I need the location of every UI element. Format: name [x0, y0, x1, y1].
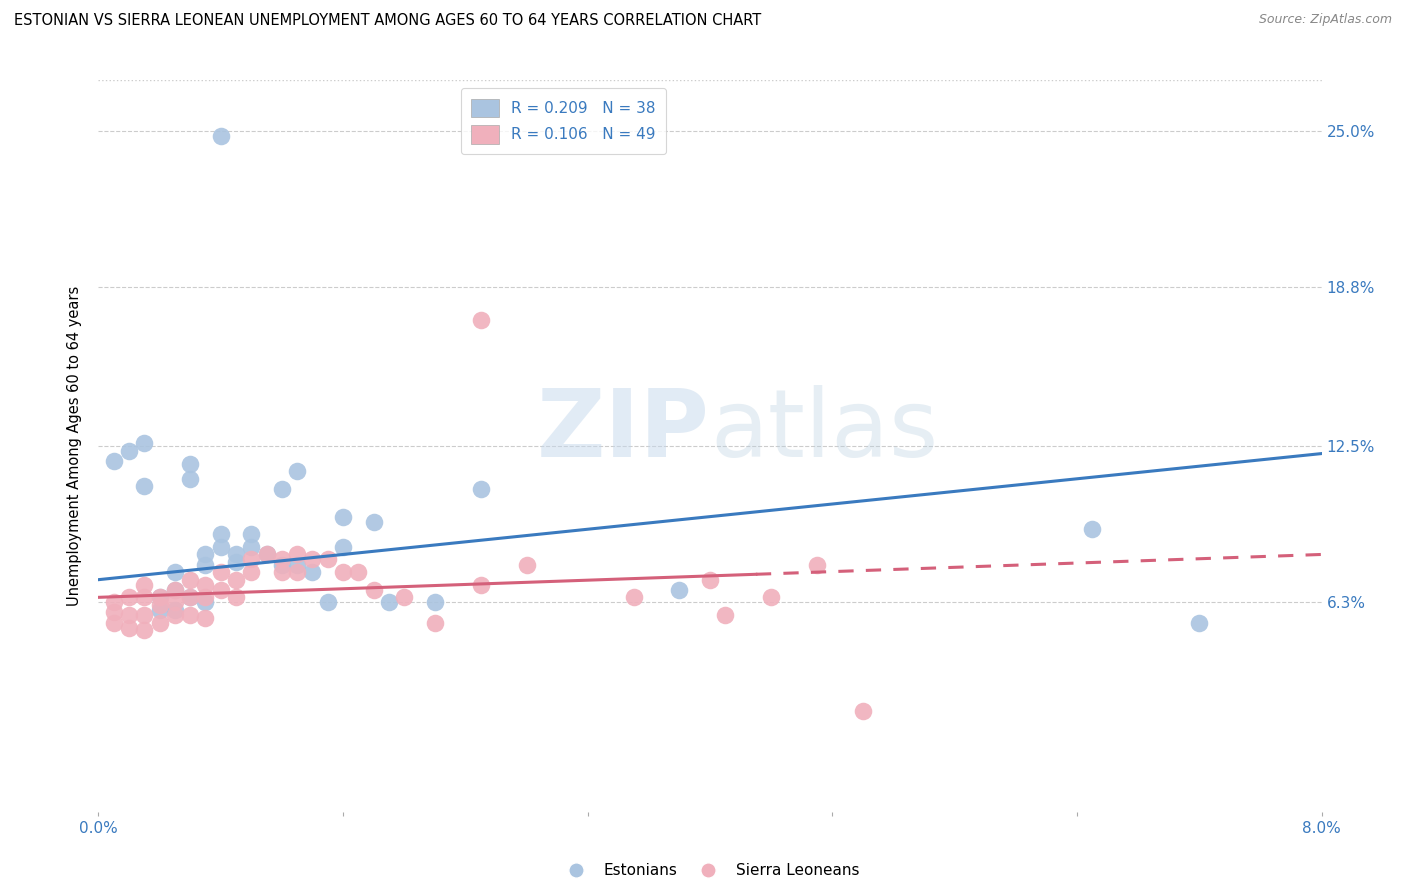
- Point: [1188, 615, 1211, 630]
- Point: [149, 598, 172, 612]
- Point: [118, 444, 141, 458]
- Point: [179, 607, 201, 622]
- Point: [149, 591, 172, 605]
- Point: [103, 615, 125, 630]
- Point: [149, 615, 172, 630]
- Point: [163, 582, 186, 597]
- Point: [118, 621, 141, 635]
- Point: [194, 610, 217, 624]
- Point: [270, 558, 294, 572]
- Legend: Estonians, Sierra Leoneans: Estonians, Sierra Leoneans: [555, 857, 865, 885]
- Point: [209, 582, 232, 597]
- Point: [347, 565, 370, 579]
- Text: ZIP: ZIP: [537, 385, 710, 477]
- Point: [134, 591, 156, 605]
- Y-axis label: Unemployment Among Ages 60 to 64 years: Unemployment Among Ages 60 to 64 years: [67, 285, 83, 607]
- Point: [623, 591, 645, 605]
- Point: [134, 479, 156, 493]
- Point: [668, 582, 690, 597]
- Point: [209, 540, 232, 554]
- Point: [209, 565, 232, 579]
- Text: ESTONIAN VS SIERRA LEONEAN UNEMPLOYMENT AMONG AGES 60 TO 64 YEARS CORRELATION CH: ESTONIAN VS SIERRA LEONEAN UNEMPLOYMENT …: [14, 13, 761, 29]
- Point: [240, 540, 263, 554]
- Point: [134, 607, 156, 622]
- Point: [179, 591, 201, 605]
- Point: [806, 558, 828, 572]
- Point: [209, 527, 232, 541]
- Point: [332, 540, 354, 554]
- Point: [149, 591, 172, 605]
- Point: [470, 482, 492, 496]
- Point: [256, 548, 278, 562]
- Point: [118, 607, 141, 622]
- Point: [179, 573, 201, 587]
- Text: atlas: atlas: [710, 385, 938, 477]
- Point: [332, 565, 354, 579]
- Point: [256, 548, 278, 562]
- Point: [103, 595, 125, 609]
- Point: [194, 548, 217, 562]
- Point: [149, 603, 172, 617]
- Point: [392, 591, 416, 605]
- Point: [332, 509, 354, 524]
- Point: [194, 558, 217, 572]
- Point: [270, 565, 294, 579]
- Point: [285, 565, 308, 579]
- Point: [363, 582, 385, 597]
- Point: [163, 603, 186, 617]
- Point: [240, 552, 263, 566]
- Point: [134, 578, 156, 592]
- Point: [209, 128, 232, 143]
- Point: [270, 552, 294, 566]
- Point: [363, 515, 385, 529]
- Point: [285, 548, 308, 562]
- Point: [179, 591, 201, 605]
- Point: [1081, 522, 1104, 536]
- Point: [194, 595, 217, 609]
- Point: [316, 552, 339, 566]
- Point: [163, 565, 186, 579]
- Point: [179, 457, 201, 471]
- Point: [852, 704, 875, 718]
- Text: Source: ZipAtlas.com: Source: ZipAtlas.com: [1258, 13, 1392, 27]
- Point: [301, 552, 323, 566]
- Point: [240, 527, 263, 541]
- Point: [118, 591, 141, 605]
- Point: [103, 454, 125, 468]
- Point: [240, 565, 263, 579]
- Point: [699, 573, 721, 587]
- Point: [301, 565, 323, 579]
- Point: [103, 606, 125, 620]
- Point: [163, 607, 186, 622]
- Point: [285, 558, 308, 572]
- Point: [163, 595, 186, 609]
- Point: [378, 595, 401, 609]
- Point: [470, 578, 492, 592]
- Point: [470, 313, 492, 327]
- Point: [423, 595, 446, 609]
- Point: [516, 558, 538, 572]
- Point: [194, 578, 217, 592]
- Point: [270, 482, 294, 496]
- Point: [225, 573, 247, 587]
- Point: [194, 591, 217, 605]
- Point: [163, 582, 186, 597]
- Point: [225, 591, 247, 605]
- Point: [714, 607, 737, 622]
- Point: [423, 615, 446, 630]
- Point: [179, 472, 201, 486]
- Point: [759, 591, 782, 605]
- Point: [225, 548, 247, 562]
- Point: [316, 595, 339, 609]
- Point: [134, 623, 156, 637]
- Point: [225, 555, 247, 569]
- Point: [134, 436, 156, 450]
- Point: [285, 464, 308, 478]
